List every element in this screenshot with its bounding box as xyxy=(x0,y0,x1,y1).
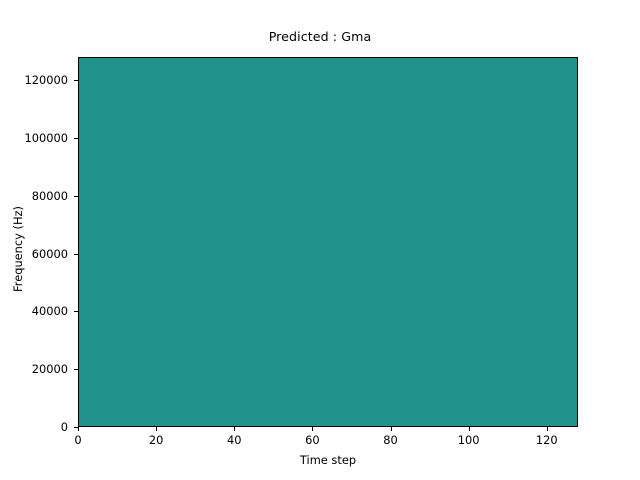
y-tick-mark xyxy=(74,311,78,313)
y-tick-mark xyxy=(74,137,78,139)
y-tick-label: 80000 xyxy=(31,188,68,203)
y-axis-label: Frequency (Hz) xyxy=(11,206,25,292)
x-tick-label: 40 xyxy=(227,433,242,447)
x-tick-label: 20 xyxy=(148,433,164,447)
x-tick-mark xyxy=(234,427,236,431)
x-tick-mark xyxy=(156,427,158,431)
x-tick-mark xyxy=(312,427,314,431)
y-tick-label: 60000 xyxy=(31,246,68,261)
y-tick-mark xyxy=(74,427,78,428)
y-tick-mark xyxy=(74,253,78,255)
y-tick-label: 40000 xyxy=(31,304,68,319)
y-tick-mark xyxy=(74,369,78,371)
y-tick-mark xyxy=(74,195,78,197)
x-tick-label: 80 xyxy=(383,433,398,447)
y-tick-label: 0 xyxy=(60,420,68,434)
chart-title: Predicted : Gma xyxy=(268,29,372,44)
plot-axes xyxy=(78,57,578,427)
y-tick-label: 20000 xyxy=(31,362,68,377)
x-axis-label: Time step xyxy=(299,453,357,467)
x-tick-mark xyxy=(390,427,392,431)
x-tick-label: 100 xyxy=(457,433,480,447)
x-tick-mark xyxy=(78,427,79,431)
x-tick-mark xyxy=(468,427,470,431)
heatmap-image xyxy=(79,58,577,426)
y-tick-mark xyxy=(74,80,78,82)
x-tick-mark xyxy=(546,427,548,431)
y-tick-label: 100000 xyxy=(24,130,68,145)
x-tick-label: 60 xyxy=(305,433,320,447)
y-tick-label: 120000 xyxy=(24,73,68,88)
x-tick-label: 120 xyxy=(535,433,558,447)
x-tick-label: 0 xyxy=(74,433,82,447)
